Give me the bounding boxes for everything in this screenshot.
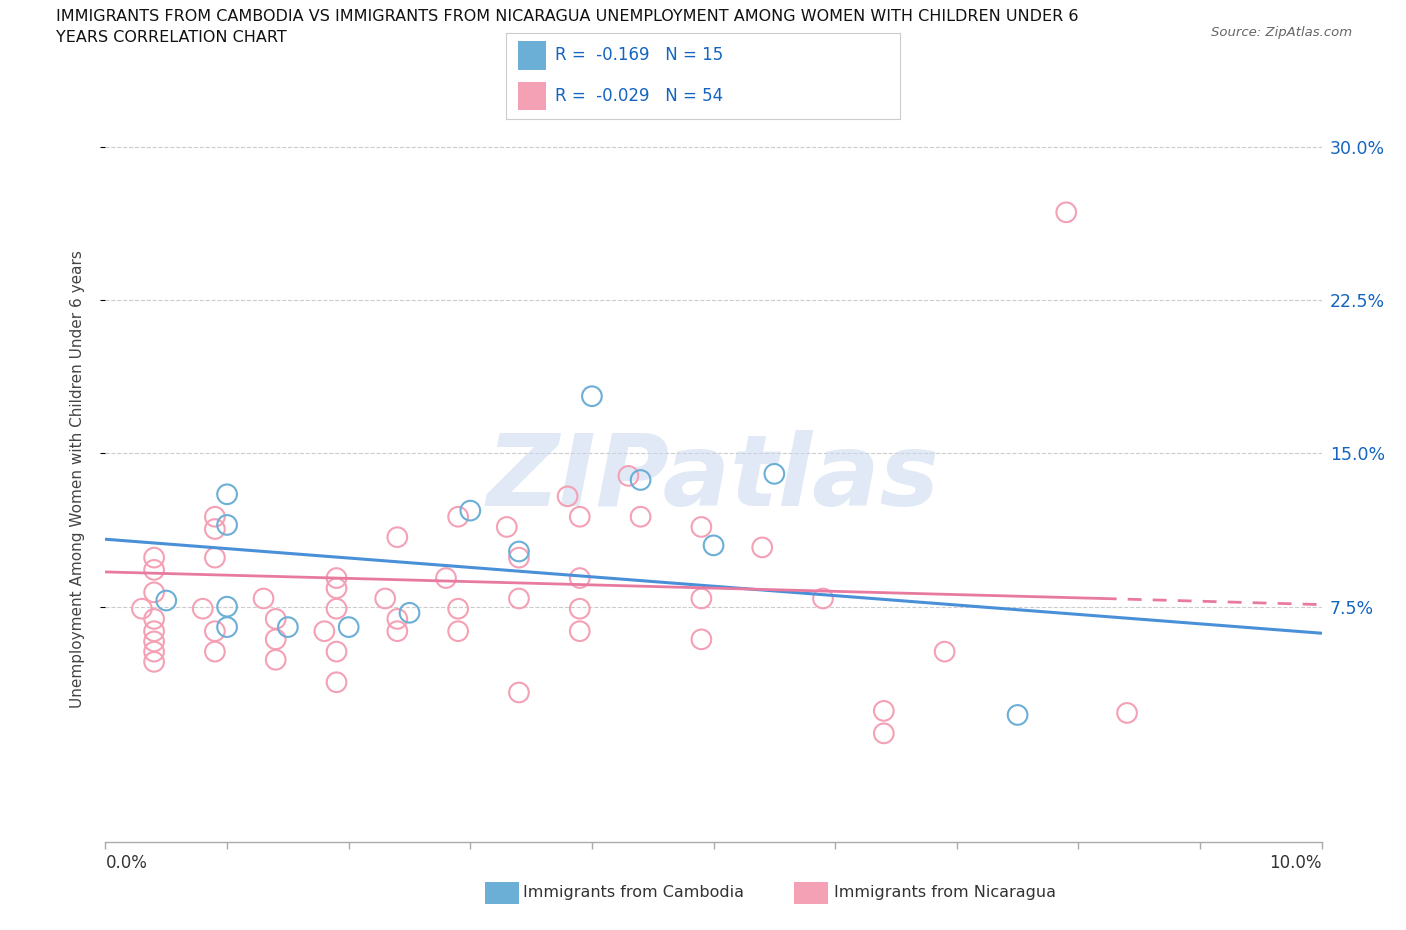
Point — [191, 602, 214, 617]
Point — [143, 551, 166, 565]
Point — [204, 644, 226, 659]
Point — [374, 591, 396, 606]
Point — [630, 510, 652, 525]
Point — [325, 581, 347, 596]
Text: Immigrants from Cambodia: Immigrants from Cambodia — [523, 885, 744, 900]
Point — [277, 619, 299, 634]
Point — [325, 602, 347, 617]
Point — [1054, 205, 1077, 219]
Point — [143, 644, 166, 659]
Point — [155, 593, 177, 608]
Point — [873, 703, 896, 718]
Point — [398, 605, 420, 620]
Point — [630, 472, 652, 487]
Point — [581, 389, 603, 404]
Point — [495, 520, 517, 535]
Y-axis label: Unemployment Among Women with Children Under 6 years: Unemployment Among Women with Children U… — [70, 250, 84, 708]
Point — [264, 612, 287, 627]
Point — [763, 467, 786, 482]
Point — [217, 619, 239, 634]
Point — [508, 544, 530, 559]
Point — [557, 489, 579, 504]
Text: R =  -0.169   N = 15: R = -0.169 N = 15 — [555, 46, 724, 64]
Text: Immigrants from Nicaragua: Immigrants from Nicaragua — [834, 885, 1056, 900]
Point — [204, 624, 226, 639]
Point — [434, 571, 457, 586]
Point — [264, 631, 287, 646]
Text: ZIPatlas: ZIPatlas — [486, 431, 941, 527]
Point — [1116, 706, 1139, 721]
Text: IMMIGRANTS FROM CAMBODIA VS IMMIGRANTS FROM NICARAGUA UNEMPLOYMENT AMONG WOMEN W: IMMIGRANTS FROM CAMBODIA VS IMMIGRANTS F… — [56, 9, 1078, 24]
Point — [934, 644, 956, 659]
Point — [447, 510, 470, 525]
Point — [447, 602, 470, 617]
Point — [508, 685, 530, 700]
Point — [568, 571, 591, 586]
Point — [568, 602, 591, 617]
Point — [264, 652, 287, 667]
Point — [325, 571, 347, 586]
Point — [617, 469, 640, 484]
Point — [143, 624, 166, 639]
Point — [690, 591, 713, 606]
Point — [568, 624, 591, 639]
Text: YEARS CORRELATION CHART: YEARS CORRELATION CHART — [56, 30, 287, 45]
Point — [387, 612, 409, 627]
Point — [458, 503, 481, 518]
Point — [1007, 708, 1029, 723]
Text: 0.0%: 0.0% — [105, 854, 148, 871]
Point — [325, 675, 347, 690]
Text: 10.0%: 10.0% — [1270, 854, 1322, 871]
Point — [387, 624, 409, 639]
Point — [217, 599, 239, 614]
Point — [387, 530, 409, 545]
Point — [508, 591, 530, 606]
Point — [337, 619, 360, 634]
Point — [204, 522, 226, 537]
Point — [252, 591, 274, 606]
Point — [568, 510, 591, 525]
Point — [204, 551, 226, 565]
Point — [217, 486, 239, 501]
Point — [143, 612, 166, 627]
Point — [143, 585, 166, 600]
Point — [143, 655, 166, 670]
Point — [143, 634, 166, 649]
Point — [751, 540, 773, 555]
Point — [873, 726, 896, 741]
Point — [447, 624, 470, 639]
Text: Source: ZipAtlas.com: Source: ZipAtlas.com — [1212, 26, 1353, 39]
Point — [217, 517, 239, 532]
Point — [690, 631, 713, 646]
Point — [508, 551, 530, 565]
Point — [690, 520, 713, 535]
Point — [143, 563, 166, 578]
Bar — [517, 82, 547, 111]
Point — [811, 591, 834, 606]
Point — [131, 602, 153, 617]
Text: R =  -0.029   N = 54: R = -0.029 N = 54 — [555, 86, 724, 105]
Point — [314, 624, 336, 639]
Point — [325, 644, 347, 659]
Point — [204, 510, 226, 525]
Point — [702, 538, 725, 552]
Bar — [517, 41, 547, 70]
